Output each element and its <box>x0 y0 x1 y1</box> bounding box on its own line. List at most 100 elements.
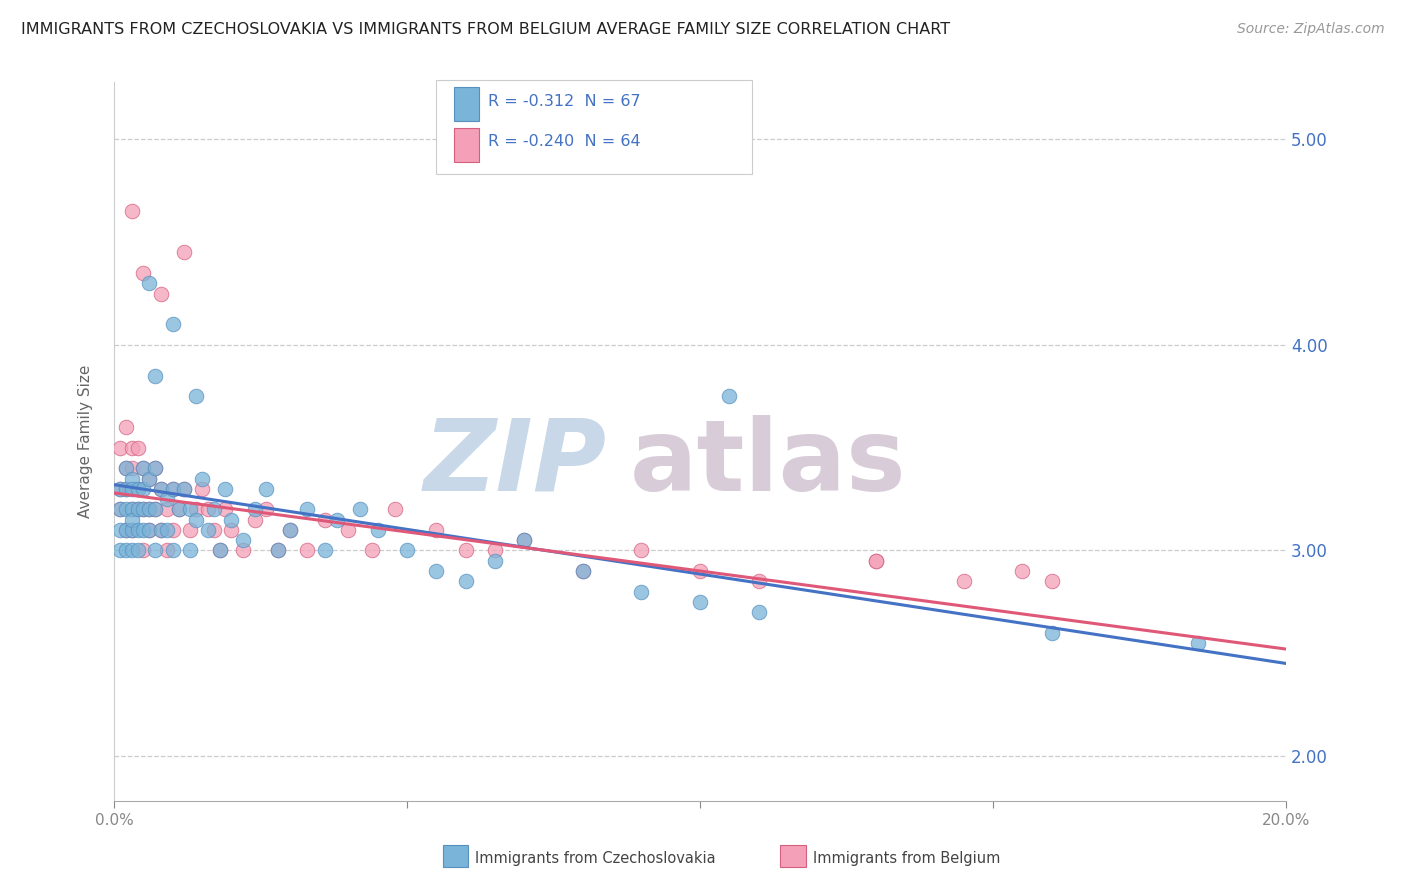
Point <box>156 523 179 537</box>
Point <box>1040 625 1063 640</box>
Point <box>143 461 166 475</box>
Point <box>114 523 136 537</box>
Point <box>1187 636 1209 650</box>
Point <box>138 502 160 516</box>
Point <box>121 523 143 537</box>
Point <box>208 543 231 558</box>
Text: IMMIGRANTS FROM CZECHOSLOVAKIA VS IMMIGRANTS FROM BELGIUM AVERAGE FAMILY SIZE CO: IMMIGRANTS FROM CZECHOSLOVAKIA VS IMMIGR… <box>21 22 950 37</box>
Point <box>718 389 741 403</box>
Point <box>748 574 770 589</box>
Point <box>221 523 243 537</box>
Point <box>108 502 131 516</box>
Point <box>143 461 166 475</box>
Point <box>384 502 406 516</box>
Point <box>121 482 143 496</box>
Point <box>167 502 190 516</box>
Point <box>184 389 207 403</box>
Point <box>513 533 536 548</box>
Point <box>114 420 136 434</box>
Point <box>132 543 155 558</box>
Point <box>256 502 278 516</box>
Point <box>952 574 974 589</box>
Point <box>114 482 136 496</box>
Text: R = -0.312  N = 67: R = -0.312 N = 67 <box>488 94 641 109</box>
Point <box>232 533 254 548</box>
Point <box>197 502 219 516</box>
Point <box>121 471 143 485</box>
Point <box>173 482 195 496</box>
Point <box>132 523 155 537</box>
Point <box>143 502 166 516</box>
Point <box>572 564 595 578</box>
Point <box>179 523 201 537</box>
Point <box>314 513 336 527</box>
Point <box>108 523 131 537</box>
Point <box>278 523 301 537</box>
Point <box>143 543 166 558</box>
Point <box>396 543 419 558</box>
Point <box>267 543 290 558</box>
Point <box>484 543 506 558</box>
Point <box>114 461 136 475</box>
Point <box>221 513 243 527</box>
Point <box>184 502 207 516</box>
Point <box>108 502 131 516</box>
Point <box>121 441 143 455</box>
Point <box>138 523 160 537</box>
Point <box>267 543 290 558</box>
Point <box>149 286 172 301</box>
Point <box>132 461 155 475</box>
Point <box>214 482 236 496</box>
Point <box>630 584 652 599</box>
Point <box>191 471 214 485</box>
Text: atlas: atlas <box>630 415 907 512</box>
Point <box>114 502 136 516</box>
Point <box>138 471 160 485</box>
Point <box>361 543 384 558</box>
Point <box>484 554 506 568</box>
Point <box>297 502 319 516</box>
Point <box>149 523 172 537</box>
Text: Source: ZipAtlas.com: Source: ZipAtlas.com <box>1237 22 1385 37</box>
Point <box>127 482 149 496</box>
Point <box>689 595 711 609</box>
Point <box>232 543 254 558</box>
Point <box>1011 564 1033 578</box>
Point <box>108 543 131 558</box>
Point <box>202 502 225 516</box>
Point <box>689 564 711 578</box>
Point <box>326 513 349 527</box>
Point <box>214 502 236 516</box>
Point <box>314 543 336 558</box>
Point <box>114 543 136 558</box>
Point <box>179 502 201 516</box>
Point <box>108 441 131 455</box>
Point <box>197 523 219 537</box>
Point <box>121 502 143 516</box>
Point <box>138 523 160 537</box>
Point <box>191 482 214 496</box>
Point <box>108 482 131 496</box>
Point <box>349 502 371 516</box>
Point <box>114 482 136 496</box>
Point <box>127 502 149 516</box>
Point <box>127 482 149 496</box>
Point <box>156 543 179 558</box>
Point <box>184 513 207 527</box>
Point <box>513 533 536 548</box>
Point <box>143 502 166 516</box>
Point <box>108 482 131 496</box>
Point <box>179 543 201 558</box>
Point <box>149 482 172 496</box>
Point <box>121 513 143 527</box>
Point <box>121 543 143 558</box>
Point <box>630 543 652 558</box>
Point <box>208 543 231 558</box>
Point <box>162 482 184 496</box>
Point <box>454 543 477 558</box>
Point <box>121 523 143 537</box>
Point <box>1040 574 1063 589</box>
Point <box>121 461 143 475</box>
Point <box>156 502 179 516</box>
Y-axis label: Average Family Size: Average Family Size <box>79 365 93 518</box>
